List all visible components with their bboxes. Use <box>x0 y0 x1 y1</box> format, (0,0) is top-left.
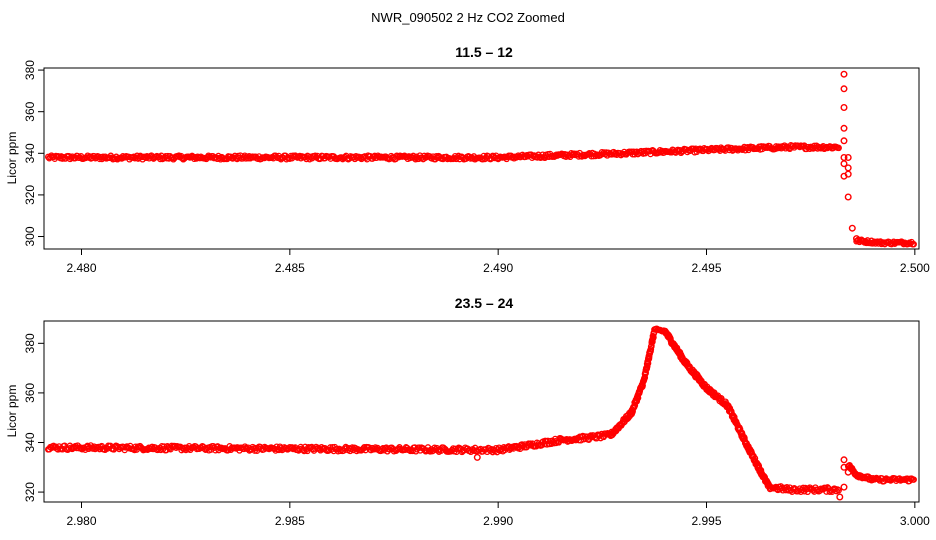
y-tick-label: 320 <box>23 482 37 502</box>
data-point <box>473 453 481 461</box>
data-point <box>844 164 852 172</box>
panel-top-title: 11.5 – 12 <box>455 44 513 60</box>
data-point <box>844 170 852 178</box>
data-point <box>910 240 917 248</box>
data-point <box>633 398 641 405</box>
x-tick-label: 2.480 <box>66 261 96 275</box>
y-tick-label: 380 <box>23 333 37 353</box>
panel-top-x-axis: 2.480 2.485 2.490 2.495 2.500 <box>66 249 930 275</box>
data-point <box>840 456 848 464</box>
data-point <box>840 124 848 132</box>
y-tick-label: 360 <box>23 383 37 403</box>
data-point <box>844 153 852 161</box>
y-tick-label: 380 <box>23 60 37 80</box>
x-tick-label: 2.485 <box>275 261 305 275</box>
data-point <box>840 137 848 145</box>
y-tick-label: 320 <box>23 185 37 205</box>
x-tick-label: 2.980 <box>66 514 96 528</box>
data-point <box>910 476 917 483</box>
data-point <box>853 235 861 243</box>
panel-bottom-y-axis: 320 340 360 380 <box>23 333 44 502</box>
data-point <box>840 70 848 78</box>
panel-bottom-points <box>44 325 917 501</box>
figure-title: NWR_090502 2 Hz CO2 Zoomed <box>371 10 565 25</box>
data-point <box>840 103 848 111</box>
data-point <box>844 468 852 476</box>
x-tick-label: 2.495 <box>691 261 721 275</box>
panel-top-y-axis-label: Licor ppm <box>5 132 19 185</box>
data-point <box>840 160 848 168</box>
data-point <box>836 493 844 501</box>
panel-bottom-x-axis: 2.980 2.985 2.990 2.995 3.000 <box>66 502 930 528</box>
x-tick-label: 2.995 <box>691 514 721 528</box>
y-tick-label: 340 <box>23 143 37 163</box>
data-point <box>840 463 848 471</box>
y-tick-label: 300 <box>23 226 37 246</box>
panel-top-plot-frame <box>43 67 920 250</box>
data-point <box>840 483 848 491</box>
panel-bottom-y-axis-label: Licor ppm <box>5 385 19 438</box>
x-tick-label: 2.990 <box>483 514 513 528</box>
data-point <box>135 443 143 451</box>
panel-top-points <box>44 70 917 248</box>
x-tick-label: 2.500 <box>900 261 930 275</box>
panel-top: 11.5 – 12 2.480 2.485 2.490 2.495 2.500 3003… <box>5 44 930 275</box>
panel-bottom-plot-frame <box>43 320 920 503</box>
y-tick-label: 360 <box>23 101 37 121</box>
data-point <box>840 85 848 93</box>
data-point <box>479 155 486 163</box>
data-point <box>848 224 856 232</box>
data-point <box>835 144 842 152</box>
x-tick-label: 3.000 <box>900 514 930 528</box>
panel-top-y-axis: 300 320 340 360 380 <box>23 60 44 247</box>
x-tick-label: 2.490 <box>483 261 513 275</box>
y-tick-label: 340 <box>23 432 37 452</box>
panel-bottom: 23.5 – 24 2.980 2.985 2.990 2.995 3.000 3203… <box>5 295 930 528</box>
data-point <box>835 487 842 494</box>
data-point <box>361 443 368 451</box>
data-point <box>900 240 907 248</box>
data-point <box>647 346 655 353</box>
data-point <box>844 193 852 201</box>
panel-bottom-title: 23.5 – 24 <box>455 295 514 311</box>
x-tick-label: 2.985 <box>275 514 305 528</box>
